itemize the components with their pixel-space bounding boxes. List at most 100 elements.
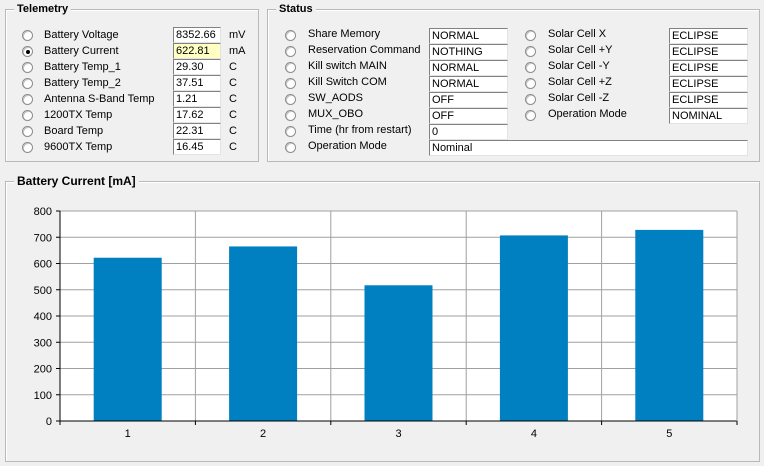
bar-1 xyxy=(93,257,162,421)
telemetry-radio-0[interactable] xyxy=(22,30,33,41)
telemetry-unit-0: mV xyxy=(229,29,246,41)
y-tick-label-5: 500 xyxy=(34,285,52,297)
telemetry-value-3: 37.51 xyxy=(173,75,221,91)
solar-radio-1[interactable] xyxy=(525,46,536,57)
status-label-6: Time (hr from restart) xyxy=(308,124,412,136)
status-group: Status Share Memory NORMAL Reservation Com… xyxy=(267,2,760,162)
y-tick-label-4: 400 xyxy=(34,311,52,323)
y-tick-label-7: 700 xyxy=(34,232,52,244)
telemetry-radio-5[interactable] xyxy=(22,110,33,121)
status-value-0: NORMAL xyxy=(429,28,508,44)
telemetry-radio-4[interactable] xyxy=(22,94,33,105)
y-tick-label-8: 800 xyxy=(34,206,52,218)
status-radio-0[interactable] xyxy=(285,30,296,41)
status-value-2: NORMAL xyxy=(429,60,508,76)
y-tick-label-0: 0 xyxy=(46,416,52,428)
status-radio-4[interactable] xyxy=(285,94,296,105)
status-label-4: SW_AODS xyxy=(308,92,364,104)
solar-value-5: NOMINAL xyxy=(669,108,748,124)
status-value-6: 0 xyxy=(429,124,508,140)
telemetry-title: Telemetry xyxy=(14,2,72,16)
solar-radio-0[interactable] xyxy=(525,30,536,41)
bar-3 xyxy=(364,285,433,421)
status-label-0: Share Memory xyxy=(308,28,381,40)
status-value-5: OFF xyxy=(429,108,508,124)
solar-label-4: Solar Cell -Z xyxy=(548,92,610,104)
status-value-3: NORMAL xyxy=(429,76,508,92)
solar-radio-5[interactable] xyxy=(525,110,536,121)
telemetry-value-7: 16.45 xyxy=(173,139,221,155)
telemetry-label-7: 9600TX Temp xyxy=(44,141,113,153)
telemetry-radio-6[interactable] xyxy=(22,126,33,137)
telemetry-unit-7: C xyxy=(229,141,237,153)
status-radio-7[interactable] xyxy=(285,142,296,153)
chart-group: Battery Current [mA] xyxy=(5,174,760,462)
solar-value-0: ECLIPSE xyxy=(669,28,748,44)
solar-value-1: ECLIPSE xyxy=(669,44,748,60)
solar-value-2: ECLIPSE xyxy=(669,60,748,76)
telemetry-unit-1: mA xyxy=(229,45,246,57)
telemetry-label-5: 1200TX Temp xyxy=(44,109,113,121)
solar-label-1: Solar Cell +Y xyxy=(548,44,613,56)
solar-label-2: Solar Cell -Y xyxy=(548,60,610,72)
status-title: Status xyxy=(276,2,316,16)
status-label-7: Operation Mode xyxy=(308,140,387,152)
solar-value-3: ECLIPSE xyxy=(669,76,748,92)
status-label-5: MUX_OBO xyxy=(308,108,364,120)
solar-label-5: Operation Mode xyxy=(548,108,627,120)
telemetry-label-3: Battery Temp_2 xyxy=(44,77,121,89)
telemetry-unit-5: C xyxy=(229,109,237,121)
y-tick-label-1: 100 xyxy=(34,390,52,402)
solar-label-3: Solar Cell +Z xyxy=(548,76,612,88)
telemetry-value-5: 17.62 xyxy=(173,107,221,123)
status-label-3: Kill Switch COM xyxy=(308,76,387,88)
solar-radio-4[interactable] xyxy=(525,94,536,105)
telemetry-label-4: Antenna S-Band Temp xyxy=(44,93,155,105)
telemetry-unit-6: C xyxy=(229,125,237,137)
status-radio-2[interactable] xyxy=(285,62,296,73)
telemetry-group: Telemetry Battery Voltage 8352.66 mV Batter… xyxy=(5,2,259,162)
status-radio-6[interactable] xyxy=(285,126,296,137)
solar-radio-3[interactable] xyxy=(525,78,536,89)
y-tick-label-3: 300 xyxy=(34,337,52,349)
telemetry-radio-1[interactable] xyxy=(22,46,33,57)
status-radio-3[interactable] xyxy=(285,78,296,89)
x-tick-label-3: 4 xyxy=(531,428,537,440)
telemetry-unit-4: C xyxy=(229,93,237,105)
telemetry-value-1: 622.81 xyxy=(173,43,221,59)
y-tick-label-6: 600 xyxy=(34,259,52,271)
y-tick-label-2: 200 xyxy=(34,364,52,376)
telemetry-radio-3[interactable] xyxy=(22,78,33,89)
status-radio-1[interactable] xyxy=(285,46,296,57)
x-tick-label-0: 1 xyxy=(125,428,131,440)
chart-title: Battery Current [mA] xyxy=(14,174,139,188)
telemetry-radio-2[interactable] xyxy=(22,62,33,73)
x-tick-label-2: 3 xyxy=(395,428,401,440)
status-label-2: Kill switch MAIN xyxy=(308,60,387,72)
telemetry-value-0: 8352.66 xyxy=(173,27,221,43)
x-tick-label-4: 5 xyxy=(666,428,672,440)
telemetry-value-2: 29.30 xyxy=(173,59,221,75)
telemetry-value-6: 22.31 xyxy=(173,123,221,139)
status-value-1: NOTHING xyxy=(429,44,508,60)
telemetry-radio-7[interactable] xyxy=(22,142,33,153)
solar-value-4: ECLIPSE xyxy=(669,92,748,108)
x-tick-label-1: 2 xyxy=(260,428,266,440)
telemetry-label-0: Battery Voltage xyxy=(44,29,119,41)
telemetry-label-6: Board Temp xyxy=(44,125,104,137)
telemetry-label-2: Battery Temp_1 xyxy=(44,61,121,73)
status-value-4: OFF xyxy=(429,92,508,108)
solar-label-0: Solar Cell X xyxy=(548,28,607,40)
bar-4 xyxy=(499,235,568,421)
telemetry-label-1: Battery Current xyxy=(44,45,119,57)
bar-2 xyxy=(229,246,298,421)
status-value-7: Nominal xyxy=(429,140,748,156)
solar-radio-2[interactable] xyxy=(525,62,536,73)
status-radio-5[interactable] xyxy=(285,110,296,121)
telemetry-unit-3: C xyxy=(229,77,237,89)
status-label-1: Reservation Command xyxy=(308,44,421,56)
telemetry-value-4: 1.21 xyxy=(173,91,221,107)
telemetry-unit-2: C xyxy=(229,61,237,73)
bar-5 xyxy=(635,229,704,421)
